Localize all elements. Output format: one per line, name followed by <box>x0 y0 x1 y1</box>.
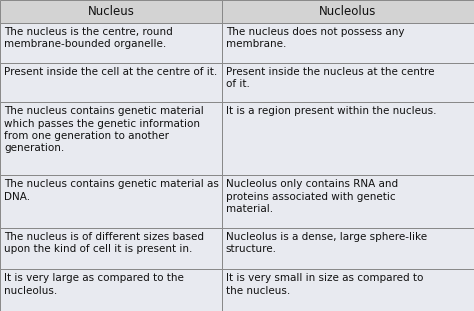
Bar <box>0 23 222 63</box>
Bar <box>222 228 474 269</box>
Text: The nucleus contains genetic material
which passes the genetic information
from : The nucleus contains genetic material wh… <box>4 106 204 153</box>
Text: Present inside the cell at the centre of it.: Present inside the cell at the centre of… <box>4 67 217 77</box>
Text: Nucleolus only contains RNA and
proteins associated with genetic
material.: Nucleolus only contains RNA and proteins… <box>226 179 398 214</box>
Bar <box>222 269 474 311</box>
Text: It is a region present within the nucleus.: It is a region present within the nucleu… <box>226 106 437 116</box>
Bar <box>0 269 222 311</box>
Text: It is very small in size as compared to
the nucleus.: It is very small in size as compared to … <box>226 273 423 296</box>
Text: The nucleus does not possess any
membrane.: The nucleus does not possess any membran… <box>226 27 404 49</box>
Text: The nucleus contains genetic material as
DNA.: The nucleus contains genetic material as… <box>4 179 219 202</box>
Text: Nucleus: Nucleus <box>88 5 134 18</box>
Bar <box>0 175 222 228</box>
Text: The nucleus is the centre, round
membrane-bounded organelle.: The nucleus is the centre, round membran… <box>4 27 173 49</box>
Bar <box>0 0 222 23</box>
Text: It is very large as compared to the
nucleolus.: It is very large as compared to the nucl… <box>4 273 184 296</box>
Text: Present inside the nucleus at the centre
of it.: Present inside the nucleus at the centre… <box>226 67 434 89</box>
Bar <box>222 102 474 175</box>
Bar <box>0 102 222 175</box>
Bar <box>0 228 222 269</box>
Bar <box>222 63 474 102</box>
Bar <box>222 23 474 63</box>
Text: Nucleolus is a dense, large sphere-like
structure.: Nucleolus is a dense, large sphere-like … <box>226 231 427 254</box>
Bar <box>0 63 222 102</box>
Text: The nucleus is of different sizes based
upon the kind of cell it is present in.: The nucleus is of different sizes based … <box>4 231 204 254</box>
Bar <box>222 0 474 23</box>
Text: Nucleolus: Nucleolus <box>319 5 377 18</box>
Bar <box>222 175 474 228</box>
